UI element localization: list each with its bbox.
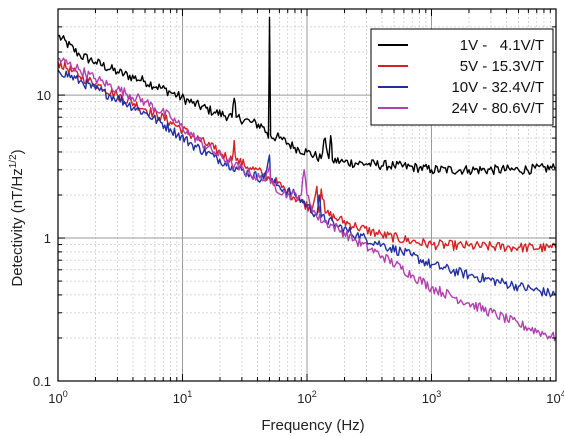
x-tick-label-base: 10 [422,391,436,406]
y-axis-title-main: Detectivity (nT/Hz [9,168,26,286]
x-tick-label-base: 10 [546,391,560,406]
x-axis-title: Frequency (Hz) [261,417,364,434]
y-axis-title-end: ) [9,149,26,154]
legend-label-2: 10V - 32.4V/T [451,79,544,96]
x-tick-label: 102 [297,389,316,406]
y-tick-label: 1 [44,231,51,246]
series-line-1 [57,61,557,253]
series-layer [57,16,557,342]
x-tick-label: 104 [546,389,564,406]
x-tick-label-base: 10 [297,391,311,406]
grid [58,9,556,381]
series-line-0 [57,16,557,176]
legend-label-1: 5V - 15.3V/T [460,58,544,75]
y-tick-label: 10 [37,88,51,103]
y-tick-labels: 0.1 1 10 [33,88,51,389]
legend: 1V - 4.1V/T 5V - 15.3V/T 10V - 32.4V/T 24V … [370,28,554,126]
legend-label-0: 1V - 4.1V/T [460,37,544,54]
x-tick-label-exp: 2 [312,389,317,399]
x-tick-label: 100 [48,389,67,406]
x-tick-label-exp: 1 [187,389,192,399]
y-axis-title: Detectivity (nT/Hz1/2) [8,149,26,286]
series-line-3 [58,57,557,342]
x-tick-labels: 100 101 102 103 104 [48,389,564,406]
ticks [57,8,557,382]
x-tick-label: 101 [173,389,192,406]
x-tick-label-base: 10 [48,391,62,406]
x-tick-label: 103 [422,389,441,406]
x-tick-label-exp: 0 [63,389,68,399]
x-tick-label-exp: 4 [561,389,564,399]
legend-label-3: 24V - 80.6V/T [451,100,544,117]
x-tick-label-base: 10 [173,391,187,406]
y-tick-label: 0.1 [33,374,51,389]
y-axis-title-sup: 1/2 [8,154,19,168]
x-tick-label-exp: 3 [436,389,441,399]
series-line-2 [57,69,557,298]
